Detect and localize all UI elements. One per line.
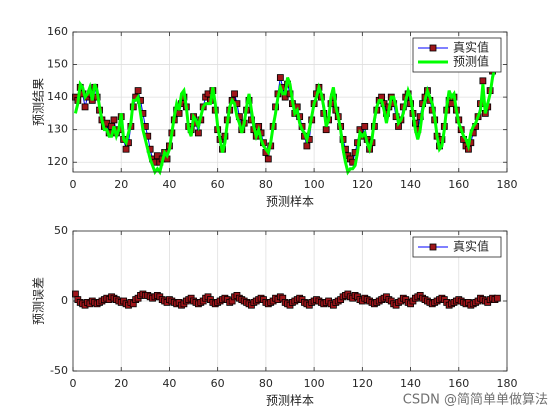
y-tick-label: 150 xyxy=(47,58,68,71)
y-tick-label: 160 xyxy=(47,25,68,38)
data-marker xyxy=(194,129,202,137)
data-marker xyxy=(122,145,130,153)
data-marker xyxy=(361,123,369,130)
x-tick-label: 160 xyxy=(448,377,469,390)
x-tick-label: 100 xyxy=(304,377,325,390)
x-tick-label: 20 xyxy=(114,377,128,390)
legend-box xyxy=(412,236,502,258)
y-axis-label: 预测结果 xyxy=(32,78,46,126)
data-marker xyxy=(264,155,272,163)
x-tick-label: 120 xyxy=(352,377,373,390)
x-tick-label: 80 xyxy=(259,178,273,191)
data-marker xyxy=(493,294,501,302)
x-axis-label: 预测样本 xyxy=(266,194,314,209)
data-marker xyxy=(231,90,238,98)
data-marker xyxy=(81,103,89,111)
data-marker xyxy=(134,87,142,95)
data-marker xyxy=(479,77,487,85)
x-tick-label: 60 xyxy=(211,178,225,191)
legend-label: 预测值 xyxy=(453,54,489,69)
x-tick-label: 180 xyxy=(497,178,518,191)
x-tick-label: 100 xyxy=(304,178,325,191)
legend-label: 真实值 xyxy=(453,239,489,254)
legend-marker xyxy=(429,44,437,52)
x-tick-label: 40 xyxy=(162,178,176,191)
data-marker xyxy=(175,109,183,117)
x-tick-label: 20 xyxy=(114,178,128,191)
data-marker xyxy=(110,116,118,124)
x-tick-label: 140 xyxy=(400,377,421,390)
y-tick-label: 50 xyxy=(54,224,68,237)
x-tick-label: 120 xyxy=(352,178,373,191)
x-tick-label: 40 xyxy=(162,377,176,390)
y-tick-label: 0 xyxy=(61,294,68,307)
data-marker xyxy=(276,74,284,81)
watermark: CSDN @简简单单做算法 xyxy=(403,392,548,408)
legend: 真实值 xyxy=(412,236,502,258)
legend-label: 真实值 xyxy=(453,40,489,55)
x-tick-label: 60 xyxy=(211,377,225,390)
data-marker xyxy=(322,126,330,134)
y-tick-label: -50 xyxy=(50,364,68,377)
y-axis-label: 预测误差 xyxy=(32,277,46,325)
data-marker xyxy=(303,142,311,150)
y-tick-label: 120 xyxy=(47,155,68,168)
legend-marker xyxy=(429,243,437,251)
x-tick-label: 180 xyxy=(497,377,518,390)
x-tick-label: 0 xyxy=(70,377,77,390)
x-tick-label: 160 xyxy=(448,178,469,191)
axes-frame xyxy=(72,230,508,372)
x-tick-label: 0 xyxy=(70,178,77,191)
y-tick-label: 130 xyxy=(47,123,68,136)
x-tick-label: 80 xyxy=(259,377,273,390)
axes-frame xyxy=(72,31,508,173)
x-axis-label: 预测样本 xyxy=(266,393,314,408)
x-tick-label: 140 xyxy=(400,178,421,191)
legend-box xyxy=(412,37,502,73)
y-tick-label: 140 xyxy=(47,90,68,103)
series-line xyxy=(73,63,499,176)
